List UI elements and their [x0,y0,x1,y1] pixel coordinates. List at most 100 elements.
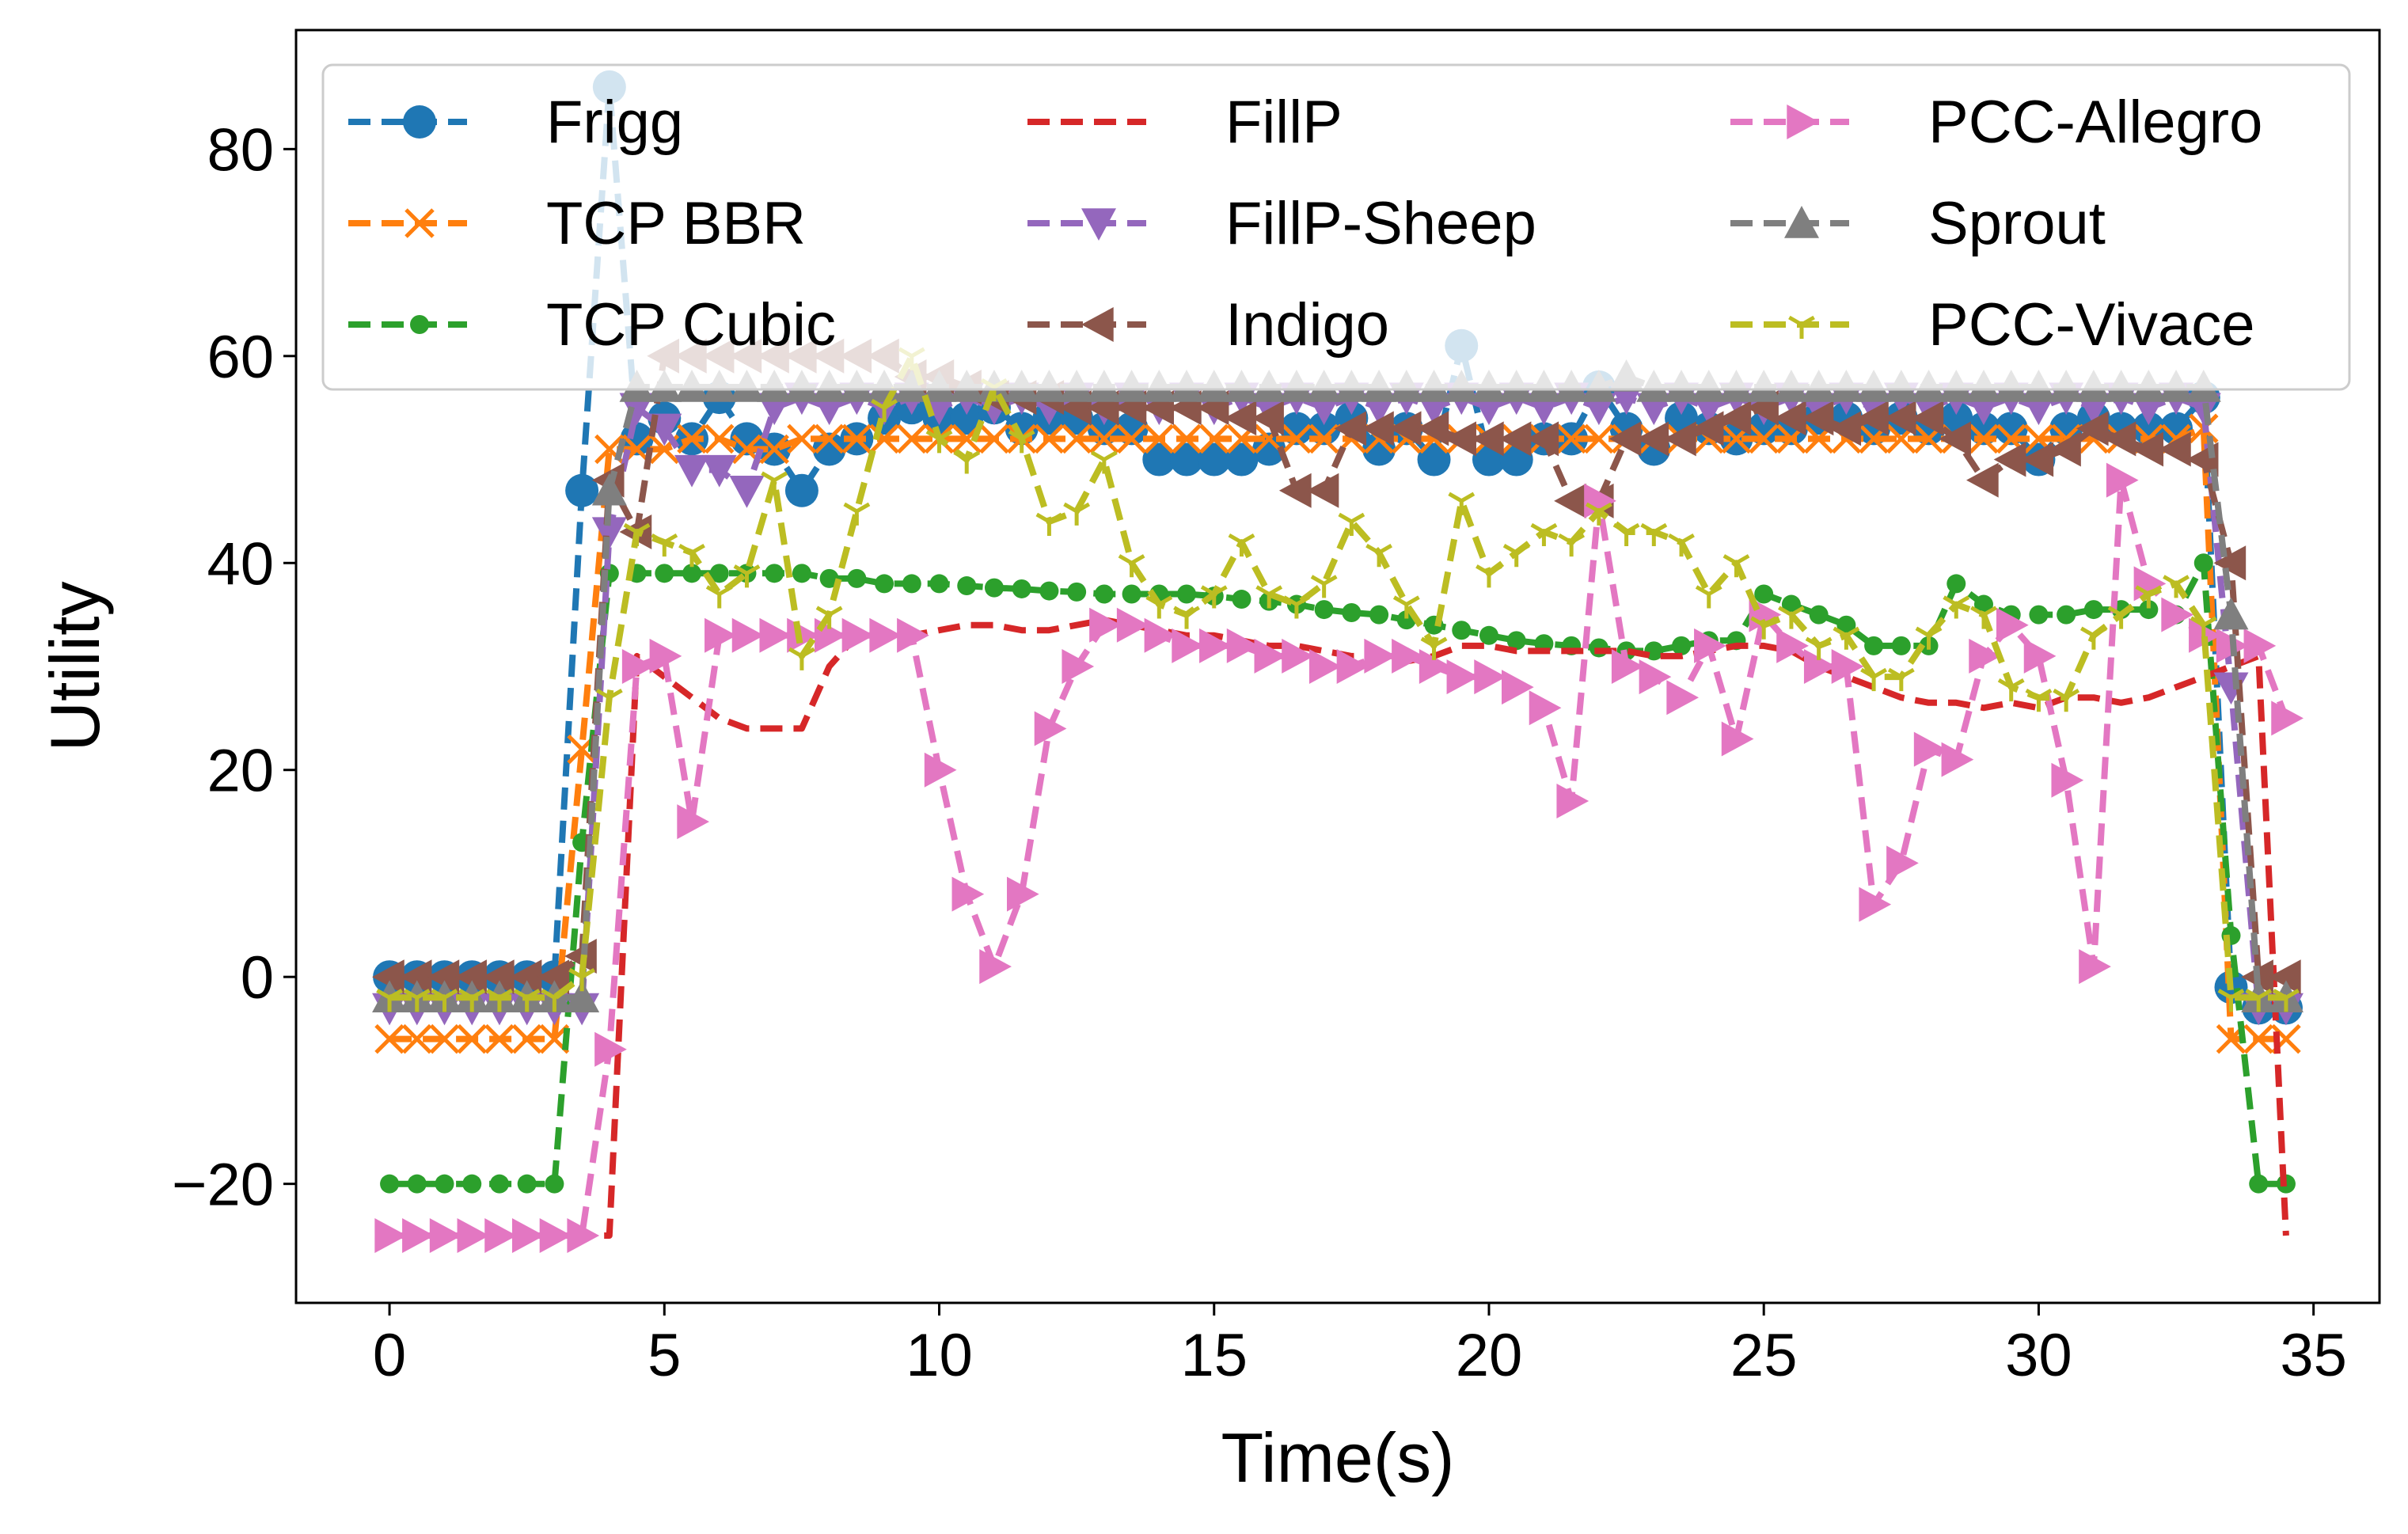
data-point-pcc-vivace [458,989,486,1012]
data-point-tcp-cubic [1781,594,1801,614]
y-ticks: −20 0 20 40 60 80 [172,116,296,1219]
legend-marker [1788,315,1815,339]
data-point-pcc-allegro [2023,638,2057,674]
data-point-pcc-vivace [953,450,981,474]
data-point-pcc-allegro [1446,659,1479,695]
data-point-indigo [1829,411,1862,446]
data-point-pcc-vivace [1392,595,1420,619]
data-point-pcc-vivace [2079,626,2107,650]
data-point-pcc-allegro [1831,649,1864,684]
data-point-tcp-cubic [545,1174,564,1194]
data-point-pcc-allegro [429,1218,462,1254]
data-point-tcp-cubic [682,564,702,583]
data-point-indigo [399,959,432,995]
data-point-pcc-allegro [594,1031,627,1067]
data-point-tcp-bbr [402,1023,432,1054]
data-point-fillp-sheep [701,454,737,488]
legend-marker [1081,208,1116,241]
data-point-tcp-cubic [1836,615,1856,635]
legend-marker [1787,104,1819,139]
data-point-pcc-allegro [1336,649,1369,684]
data-point-pcc-vivace [486,989,513,1012]
data-point-pcc-vivace [2053,689,2080,712]
data-point-tcp-cubic [2057,605,2076,625]
data-point-tcp-bbr [897,423,927,454]
data-point-pcc-allegro [621,649,655,684]
data-point-pcc-allegro [1034,711,1067,746]
data-point-indigo [1554,483,1586,518]
data-point-tcp-cubic [1947,574,1966,594]
data-point-pcc-vivace [1612,522,1640,547]
data-point-tcp-bbr [1282,423,1312,454]
data-point-tcp-cubic [847,568,867,588]
data-point-pcc-vivace [1943,595,1970,619]
series-line-indigo [389,352,2286,981]
data-point-pcc-vivace [733,564,761,588]
data-point-tcp-cubic [1479,625,1498,645]
legend-item-frigg: Frigg [348,89,683,156]
data-point-indigo [1416,411,1449,446]
data-point-pcc-allegro [457,1218,490,1254]
data-point-pcc-vivace [1228,533,1255,557]
data-point-tcp-bbr [1969,423,1999,454]
series-tcp-bbr [374,413,2301,1054]
data-point-pcc-allegro [979,949,1012,985]
data-point-pcc-vivace [1200,585,1228,609]
data-point-tcp-cubic [1809,605,1829,625]
data-point-pcc-allegro [1474,659,1506,695]
data-point-tcp-bbr [2243,1023,2273,1054]
data-point-pcc-vivace [1255,585,1283,609]
data-point-pcc-vivace [1173,606,1200,629]
data-point-indigo [1334,411,1367,446]
legend: Frigg TCP BBR TCP Cubic FillP FillP-Sheep Ind… [321,63,2351,391]
data-point-tcp-cubic [1672,636,1692,655]
data-point-tcp-cubic [2083,600,2103,620]
data-point-indigo [2076,411,2109,446]
data-point-pcc-vivace [1008,430,1035,454]
data-point-pcc-allegro [677,804,710,840]
data-point-pcc-allegro [2051,762,2084,798]
data-point-pcc-allegro [2243,628,2277,663]
series-group [372,70,2304,1254]
data-point-tcp-bbr [1062,423,1092,454]
y-tick-label: 0 [241,944,274,1012]
data-point-pcc-vivace [1365,544,1392,568]
data-point-tcp-bbr [759,434,789,465]
data-point-pcc-allegro [2271,701,2304,736]
data-point-pcc-vivace [678,544,705,568]
data-point-pcc-allegro [1392,638,1424,674]
data-point-pcc-vivace [761,471,788,495]
data-point-tcp-cubic [2029,605,2049,625]
data-point-indigo [1526,421,1559,457]
data-point-pcc-vivace [2190,616,2217,640]
data-point-pcc-allegro [567,1218,600,1254]
data-point-sprout [564,980,600,1013]
data-point-indigo [454,959,487,995]
legend-label: Indigo [1225,291,1389,359]
data-point-pcc-allegro [1556,783,1590,818]
data-point-tcp-cubic [957,576,977,596]
data-point-indigo [1444,421,1476,457]
data-point-pcc-vivace [1887,667,1915,692]
data-point-indigo [509,959,542,995]
legend-label: PCC-Vivace [1928,291,2255,359]
data-point-pcc-allegro [1062,649,1095,684]
data-point-pcc-allegro [1144,617,1177,653]
x-tick-label: 15 [1180,1322,1248,1389]
data-point-pcc-vivace [1860,667,1888,692]
data-point-indigo [2021,442,2054,477]
data-point-pcc-allegro [511,1218,545,1254]
data-point-tcp-cubic [1177,584,1197,604]
data-point-tcp-cubic [407,1174,427,1194]
data-point-tcp-cubic [929,574,949,594]
data-point-frigg [565,473,599,507]
x-tick-label: 10 [906,1322,973,1389]
data-point-tcp-bbr [814,423,845,454]
data-point-frigg [1197,442,1231,477]
data-point-frigg [1170,442,1204,477]
data-point-frigg [950,401,984,435]
data-point-indigo [1801,401,1834,436]
data-point-indigo [1664,421,1696,457]
data-point-tcp-bbr [1308,423,1339,454]
data-point-indigo [1883,401,1916,436]
